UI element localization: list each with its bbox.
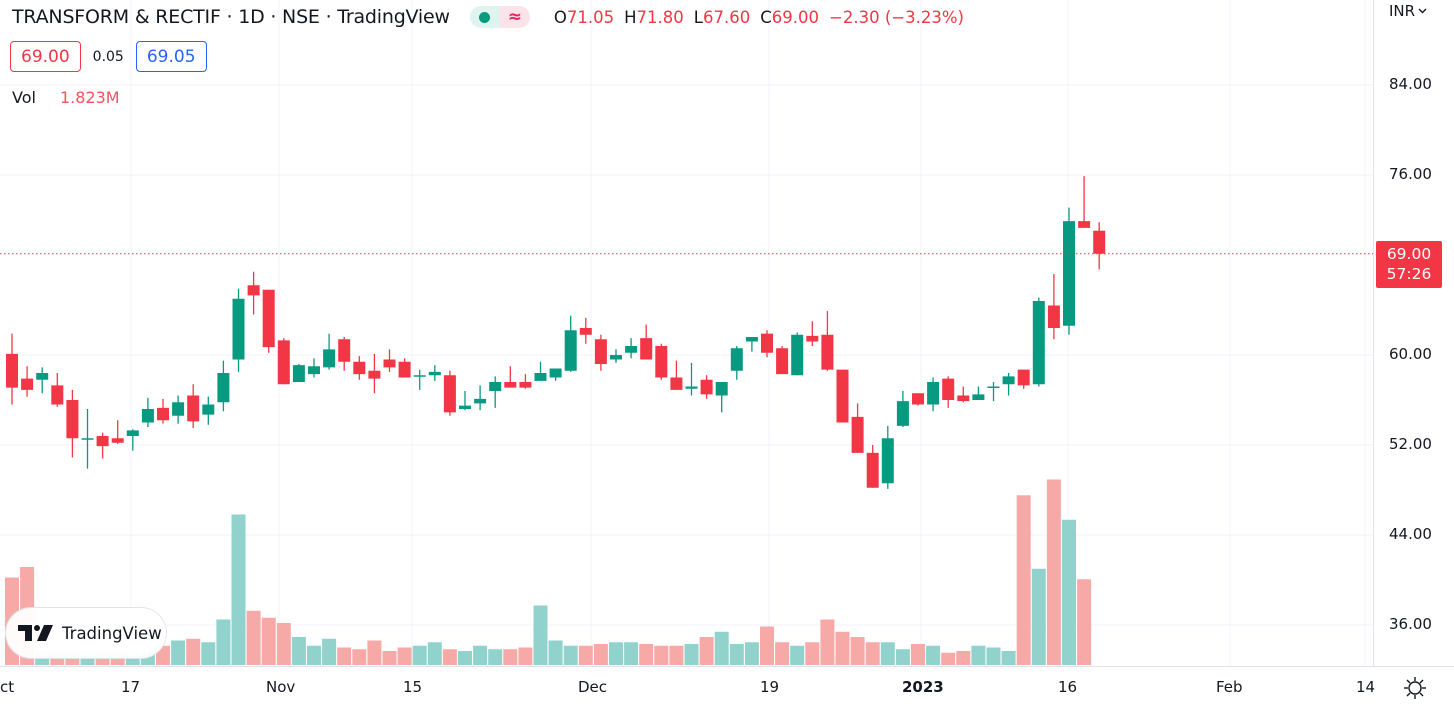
currency-selector[interactable]: INR (1389, 2, 1427, 20)
open-value: 71.05 (566, 7, 615, 27)
last-price-value: 69.00 (1386, 245, 1432, 263)
volume-label[interactable]: Vol (12, 88, 36, 107)
price-tick-label: 52.00 (1389, 435, 1432, 453)
low-value: 67.60 (702, 7, 751, 27)
bar-countdown: 57:26 (1386, 265, 1432, 283)
candlestick-series (6, 176, 1106, 489)
volume-histogram (5, 479, 1092, 665)
spread-value: 0.05 (92, 48, 124, 65)
open-label: O (553, 7, 567, 27)
ohlc-values: O 71.05 H 71.80 L 67.60 C 69.00 −2.30 (−… (554, 8, 964, 27)
time-tick-label: 16 (1058, 678, 1078, 696)
close-value: 69.00 (771, 7, 820, 27)
price-tick-label: 36.00 (1389, 615, 1432, 633)
chart-grid (0, 0, 1373, 666)
approx-delayed-icon: ≈ (499, 6, 530, 28)
close-label: C (760, 7, 772, 27)
time-tick-label: 17 (121, 678, 141, 696)
buy-button[interactable]: 69.05 (135, 41, 207, 72)
volume-legend: Vol 1.823M (12, 88, 120, 107)
high-value: 71.80 (636, 7, 684, 27)
price-tick-label: 76.00 (1389, 165, 1432, 183)
watermark-text: TradingView (62, 623, 162, 643)
price-tick-label: 60.00 (1389, 345, 1432, 363)
volume-value: 1.823M (59, 88, 120, 107)
chevron-down-icon (1418, 8, 1427, 14)
time-tick-label: 14 (1356, 678, 1376, 696)
high-label: H (624, 7, 637, 27)
bid-ask-row: 69.00 0.05 69.05 (10, 41, 207, 72)
time-tick-label: 15 (403, 678, 423, 696)
market-open-dot-icon (479, 11, 491, 23)
symbol-legend: TRANSFORM & RECTIF · 1D · NSE · TradingV… (12, 4, 964, 30)
price-tick-label: 44.00 (1389, 525, 1432, 543)
last-price-label: 69.00 57:26 (1376, 241, 1442, 288)
time-tick-label: ct (0, 678, 15, 696)
chart-settings-icon[interactable] (1402, 675, 1428, 701)
low-label: L (693, 7, 703, 27)
time-tick-label: Dec (578, 678, 608, 696)
symbol-title[interactable]: TRANSFORM & RECTIF · 1D · NSE · TradingV… (12, 6, 450, 28)
currency-label: INR (1389, 2, 1416, 20)
price-change: −2.30 (−3.23%) (829, 7, 964, 27)
time-tick-label: Nov (266, 678, 296, 696)
time-tick-label: 19 (760, 678, 780, 696)
tradingview-logo-icon (18, 625, 53, 641)
market-status-pill[interactable]: ≈ (469, 6, 530, 28)
sell-button[interactable]: 69.00 (10, 41, 81, 72)
time-tick-label: Feb (1216, 678, 1243, 696)
time-tick-label: 2023 (902, 678, 944, 696)
tradingview-watermark[interactable]: TradingView (6, 608, 166, 658)
price-tick-label: 84.00 (1389, 75, 1432, 93)
